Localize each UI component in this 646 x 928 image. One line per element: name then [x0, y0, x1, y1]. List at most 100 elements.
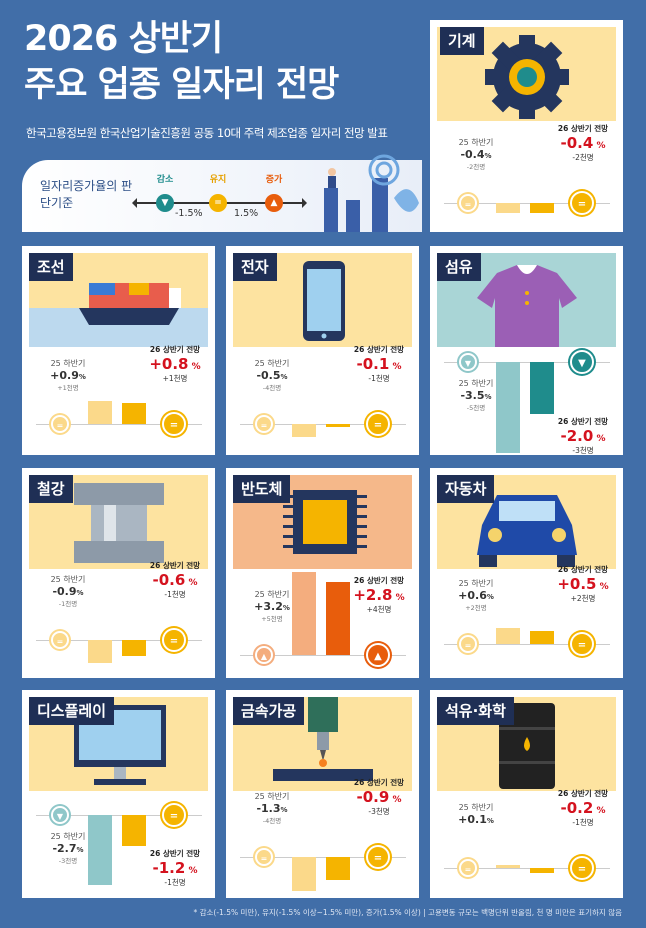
status-decrease-icon-next: ▼	[570, 350, 594, 374]
bar-next-half	[122, 403, 146, 424]
prev-half-stats: 25 하반기 +3.2% +5천명	[240, 589, 304, 623]
next-label: 26 상반기 전망	[557, 417, 609, 426]
criteria-label: 일자리증가율의 판단기준	[40, 179, 133, 210]
criteria-decrease-label: 감소	[156, 175, 174, 185]
next-half-stats: 26 상반기 전망 +0.5 % +2천명	[548, 564, 618, 604]
next-label: 26 상반기 전망	[557, 789, 609, 798]
next-label: 26 상반기 전망	[557, 124, 609, 133]
ship-icon	[29, 283, 208, 347]
title-line-1: 2026 상반기	[24, 19, 223, 59]
bar-prev-half	[292, 857, 316, 891]
industry-card: 디스플레이 ▼ = 25 하반기 -2.7% -3천명 26 상반기 전망 -1…	[22, 690, 215, 898]
subtitle: 한국고용정보원 한국산업기술진흥원 공동 10대 주력 제조업종 일자리 전망 …	[26, 126, 388, 140]
bar-next-half	[326, 857, 350, 881]
prev-label: 25 하반기	[458, 803, 494, 812]
prev-count: -3천명	[58, 857, 78, 865]
bar-next-half	[326, 582, 350, 655]
prev-count: +5천명	[261, 615, 283, 623]
bar-prev-half	[292, 424, 316, 437]
next-count: -1천명	[368, 374, 390, 383]
industry-name: 반도체	[233, 475, 291, 503]
prev-label: 25 하반기	[50, 832, 86, 841]
prev-count: +2천명	[465, 604, 487, 612]
up-triangle-icon: ▲	[265, 194, 283, 212]
bar-prev-half	[496, 203, 520, 214]
status-maintain-icon-next: =	[570, 856, 594, 880]
illustration-panel	[437, 253, 616, 347]
prev-label: 25 하반기	[458, 379, 494, 388]
prev-half-stats: 25 하반기 -3.5% -5천명	[444, 378, 508, 412]
criteria-high-threshold: 1.5%	[234, 208, 259, 219]
status-maintain-icon-next: =	[366, 412, 390, 436]
industry-card: 섬유 ▼ ▼ 25 하반기 -3.5% -5천명 26 상반기 전망 -2.0 …	[430, 246, 623, 455]
status-increase-icon-prev: ▲	[255, 646, 273, 664]
next-half-stats: 26 상반기 전망 -0.4 % -2천명	[548, 123, 618, 163]
bar-prev-half	[88, 400, 112, 424]
next-count: -1천명	[164, 590, 186, 599]
status-decrease-icon-prev: ▼	[459, 353, 477, 371]
prev-count: -4천명	[262, 817, 282, 825]
next-half-stats: 26 상반기 전망 -0.6 % -1천명	[140, 560, 210, 600]
illustration-panel	[437, 27, 616, 121]
next-pct: -1.2 %	[152, 859, 198, 878]
next-label: 26 상반기 전망	[149, 849, 201, 859]
next-pct: +2.8 %	[353, 586, 405, 604]
prev-half-stats: 25 하반기 -0.4% -2천명	[444, 137, 508, 171]
criteria-maintain-label: 유지	[209, 175, 227, 185]
prev-label: 25 하반기	[254, 792, 290, 801]
status-maintain-icon-next: =	[162, 412, 186, 436]
next-count: -1천명	[164, 878, 186, 888]
criteria-increase-label: 증가	[265, 175, 283, 185]
prev-pct: -0.5%	[256, 369, 288, 382]
monitor-icon	[74, 705, 166, 785]
bar-prev-half	[496, 628, 520, 644]
industry-card: 기계 = = 25 하반기 -0.4% -2천명 26 상반기 전망 -0.4 …	[430, 20, 623, 232]
prev-label: 25 하반기	[50, 359, 86, 368]
next-pct: -0.9 %	[356, 788, 402, 806]
bar-next-half	[530, 362, 554, 414]
next-label: 26 상반기 전망	[353, 345, 405, 354]
prev-count: -5천명	[466, 404, 486, 412]
prev-half-stats: 25 하반기 +0.6% +2천명	[444, 578, 508, 612]
criteria-low-threshold: -1.5%	[175, 208, 203, 219]
bar-next-half	[530, 203, 554, 214]
steel-coil-icon	[74, 483, 164, 563]
next-half-stats: 26 상반기 전망 -0.2 % -1천명	[548, 788, 618, 828]
industry-card: 조선 = = 25 하반기 +0.9% +1천명 26 상반기 전망 +0.8 …	[22, 246, 215, 455]
next-count: -2천명	[572, 153, 594, 162]
next-count: -1천명	[572, 818, 594, 827]
industry-name: 자동차	[437, 475, 495, 503]
prev-count: -2천명	[466, 163, 486, 171]
prev-label: 25 하반기	[254, 590, 290, 599]
chart-baseline	[36, 815, 202, 816]
next-half-stats: 26 상반기 전망 -0.9 % -3천명	[344, 777, 414, 817]
industry-card: 자동차 = = 25 하반기 +0.6% +2천명 26 상반기 전망 +0.5…	[430, 468, 623, 678]
status-maintain-icon-prev: =	[51, 631, 69, 649]
status-maintain-icon-next: =	[366, 845, 390, 869]
chart-baseline	[444, 362, 610, 363]
status-decrease-icon-prev: ▼	[51, 806, 69, 824]
status-maintain-icon-prev: =	[51, 415, 69, 433]
chart-baseline	[444, 203, 610, 204]
next-count: +2천명	[570, 594, 596, 603]
industry-card: 철강 = = 25 하반기 -0.9% -1천명 26 상반기 전망 -0.6 …	[22, 468, 215, 678]
next-count: +4천명	[366, 605, 392, 614]
criteria-box: 일자리증가율의 판단기준 감소 유지 증가 ▼ = ▲ -1.5% 1.5%	[22, 154, 422, 232]
next-pct: -0.4 %	[560, 134, 606, 152]
next-count: -3천명	[572, 446, 594, 455]
bar-next-half	[122, 815, 146, 847]
industry-card: 반도체 ▲ ▲ 25 하반기 +3.2% +5천명 26 상반기 전망 +2.8…	[226, 468, 419, 678]
chart-baseline	[36, 640, 202, 641]
prev-count: +1천명	[57, 384, 79, 392]
next-pct: -0.2 %	[560, 799, 606, 817]
bar-prev-half	[292, 571, 316, 655]
prev-pct: +0.1%	[458, 813, 494, 826]
next-pct: -0.1 %	[356, 355, 402, 373]
industry-card: 석유·화학 = = 25 하반기 +0.1% 26 상반기 전망 -0.2 % …	[430, 690, 623, 898]
next-count: -3천명	[368, 807, 390, 816]
prev-half-stats: 25 하반기 -0.5% -4천명	[240, 358, 304, 392]
industry-name: 섬유	[437, 253, 481, 281]
gear-icon	[485, 35, 569, 119]
illustration-panel	[29, 697, 208, 791]
bar-next-half	[122, 640, 146, 656]
